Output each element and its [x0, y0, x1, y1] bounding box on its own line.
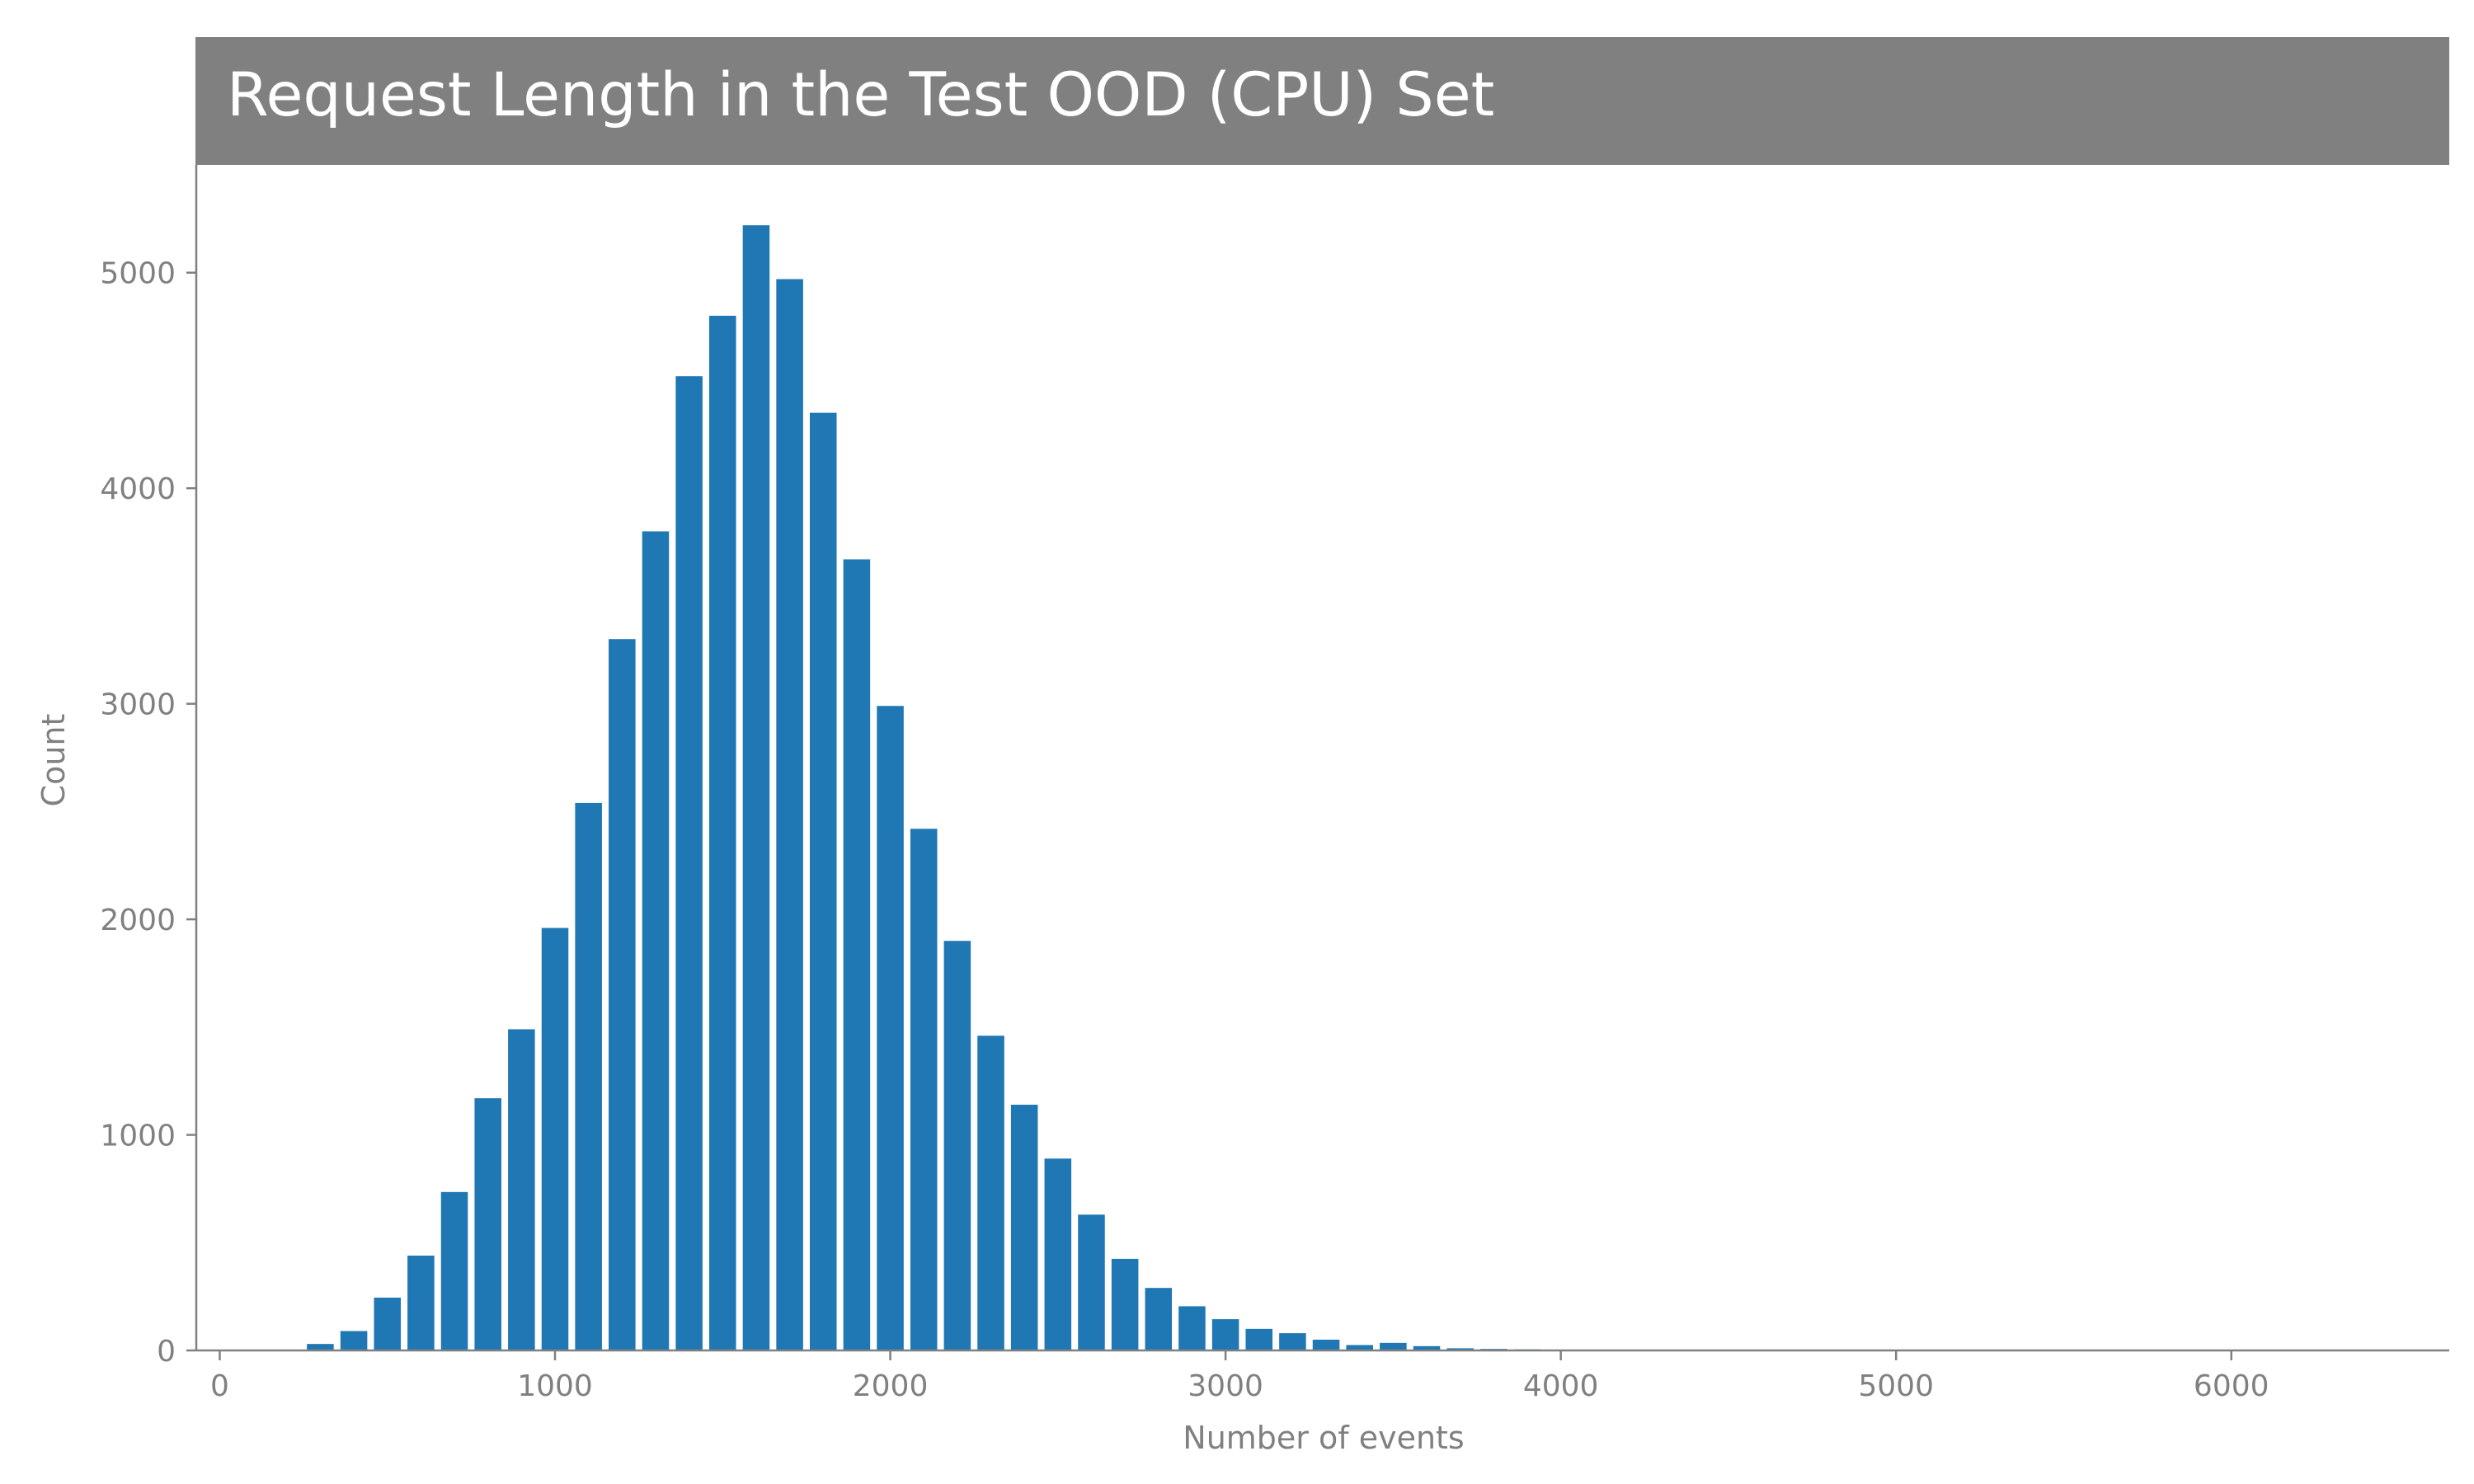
- y-tick-label: 5000: [100, 257, 176, 291]
- histogram-bar: [742, 225, 770, 1350]
- histogram-bar: [1245, 1328, 1273, 1350]
- histogram-bar: [910, 829, 938, 1350]
- x-tick-label: 5000: [1858, 1369, 1934, 1403]
- histogram-bar: [943, 941, 971, 1350]
- y-tick-label: 2000: [100, 904, 176, 937]
- histogram-bar: [1312, 1339, 1340, 1350]
- histogram-bar: [575, 802, 602, 1350]
- title-band: [195, 37, 2449, 165]
- y-ticks-group: 0 1000 2000 3000 4000 5000: [100, 257, 196, 1369]
- bars-group: [307, 225, 1776, 1350]
- histogram-bar: [1446, 1348, 1474, 1350]
- histogram-bar: [1211, 1319, 1239, 1350]
- histogram-bar: [1346, 1345, 1373, 1350]
- histogram-bar: [1178, 1306, 1206, 1350]
- chart-title: Request Length in the Test OOD (CPU) Set: [227, 60, 1494, 130]
- histogram-bar: [1145, 1288, 1173, 1350]
- x-tick-label: 1000: [517, 1369, 593, 1403]
- y-tick-label: 1000: [100, 1120, 176, 1153]
- histogram-bar: [642, 531, 670, 1350]
- histogram-bar: [474, 1098, 501, 1350]
- histogram-bar: [1413, 1345, 1441, 1350]
- y-tick-label: 4000: [100, 472, 176, 506]
- histogram-bar: [1010, 1104, 1038, 1350]
- histogram-bar: [1279, 1333, 1306, 1350]
- histogram-bar: [374, 1297, 401, 1350]
- histogram-bar: [1078, 1214, 1105, 1350]
- histogram-bar: [877, 706, 904, 1350]
- x-tick-label: 3000: [1188, 1369, 1263, 1403]
- histogram-bar: [843, 559, 871, 1350]
- histogram-bar: [1044, 1158, 1072, 1350]
- histogram-bar: [1111, 1258, 1139, 1350]
- histogram-bar: [340, 1331, 368, 1350]
- histogram-bar: [977, 1036, 1004, 1350]
- x-tick-label: 4000: [1523, 1369, 1599, 1403]
- histogram-bar: [508, 1029, 535, 1350]
- x-ticks-group: 0 1000 2000 3000 4000 5000 6000: [210, 1350, 2269, 1403]
- y-tick-label: 0: [157, 1335, 176, 1369]
- histogram-bar: [809, 412, 837, 1350]
- x-tick-label: 0: [210, 1369, 229, 1403]
- histogram-bar: [1380, 1342, 1407, 1350]
- histogram-bar: [541, 928, 569, 1350]
- x-tick-label: 6000: [2194, 1369, 2269, 1403]
- histogram-bar: [307, 1344, 334, 1350]
- y-axis-label: Count: [35, 714, 72, 807]
- histogram-bar: [776, 279, 803, 1350]
- histogram-bar: [440, 1191, 468, 1350]
- histogram-bar: [675, 376, 703, 1350]
- histogram-bar: [407, 1255, 435, 1350]
- x-tick-label: 2000: [853, 1369, 929, 1403]
- histogram-bar: [709, 316, 736, 1350]
- y-tick-label: 3000: [100, 688, 176, 722]
- x-axis-label: Number of events: [1183, 1420, 1464, 1456]
- histogram-bar: [609, 639, 636, 1350]
